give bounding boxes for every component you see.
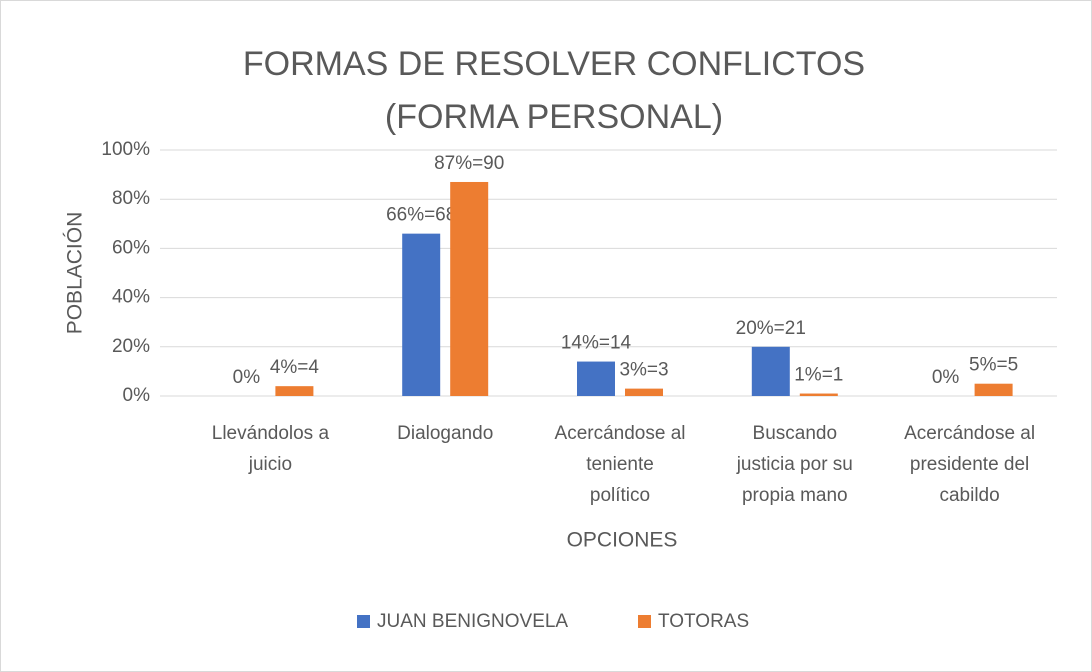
- bar: [799, 393, 838, 396]
- bar: [577, 361, 615, 396]
- x-tick-label: Dialogando: [397, 423, 493, 444]
- bar: [751, 346, 790, 396]
- y-tick-label: 60%: [112, 237, 150, 258]
- bar: [275, 386, 314, 396]
- data-label: 5%=5: [969, 355, 1018, 376]
- data-label: 14%=14: [561, 333, 632, 354]
- data-label: 0%: [233, 367, 261, 388]
- data-label: 66%=68: [386, 205, 456, 226]
- chart-title: FORMAS DE RESOLVER CONFLICTOS: [243, 45, 865, 83]
- y-tick-label: 40%: [112, 287, 150, 308]
- x-tick-label: Acercándose al teniente político: [555, 423, 686, 506]
- y-tick-label: 80%: [112, 188, 150, 209]
- data-label: 4%=4: [270, 357, 320, 378]
- legend-label: JUAN BENIGNOVELA: [377, 611, 568, 632]
- data-label: 0%: [932, 367, 960, 388]
- legend-swatch: [357, 615, 370, 628]
- x-axis-label: OPCIONES: [567, 529, 678, 552]
- data-label: 3%=3: [619, 360, 668, 381]
- data-label: 20%=21: [736, 318, 806, 339]
- legend-swatch: [638, 615, 651, 628]
- x-tick-label: Acercándose al presidente del cabildo: [904, 423, 1035, 506]
- y-axis-label: POBLACIÓN: [64, 212, 87, 335]
- bar: [625, 388, 663, 396]
- x-tick-label: Llevándolos a juicio: [212, 423, 330, 475]
- y-tick-label: 0%: [123, 385, 151, 406]
- bar: [402, 233, 441, 396]
- y-tick-label: 20%: [112, 336, 150, 357]
- bar: [450, 181, 489, 396]
- y-tick-label: 100%: [101, 139, 150, 160]
- data-label: 87%=90: [434, 153, 504, 174]
- chart-title: (FORMA PERSONAL): [385, 98, 723, 136]
- data-label: 1%=1: [794, 365, 843, 386]
- legend-label: TOTORAS: [658, 611, 749, 632]
- x-tick-label: Buscando justicia por su propia mano: [736, 423, 853, 506]
- bar: [974, 383, 1013, 396]
